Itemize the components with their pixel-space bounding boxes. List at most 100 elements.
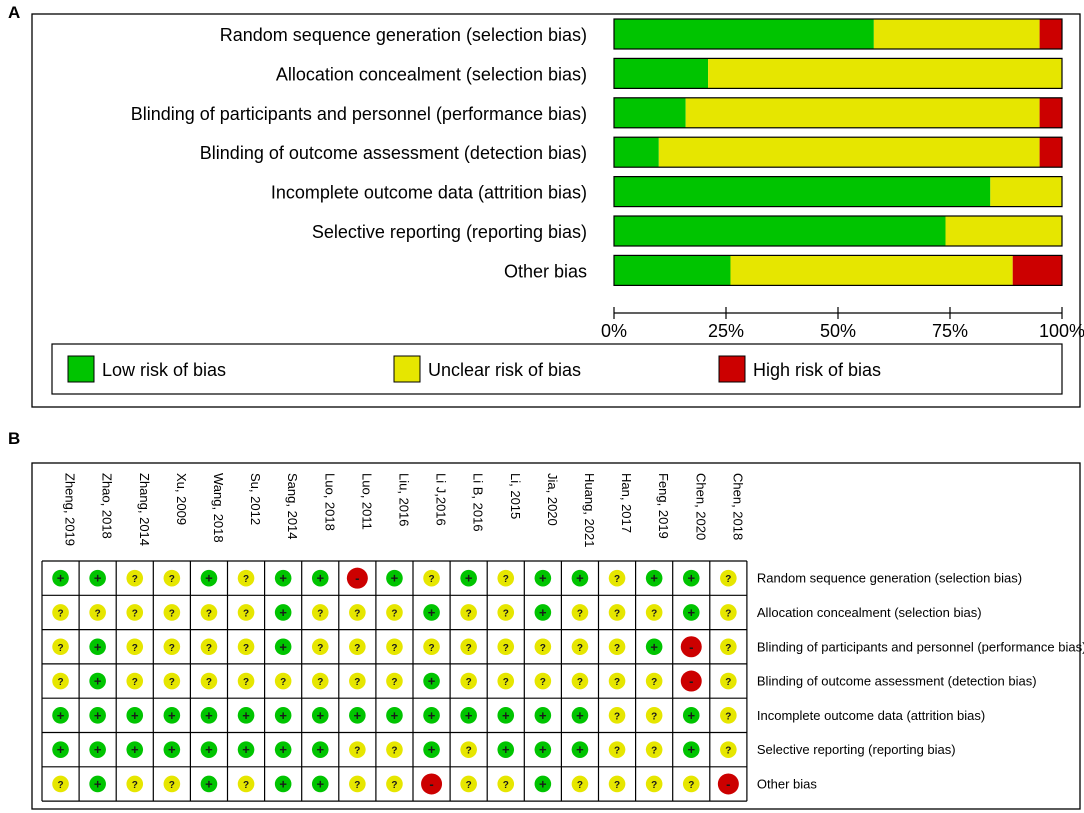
judgement-symbol: + — [316, 742, 324, 757]
low-risk-icon — [52, 569, 69, 587]
judgement-symbol: ? — [466, 677, 472, 688]
unclear-risk-icon — [645, 707, 663, 724]
unclear-risk-icon — [52, 775, 69, 793]
bar-segment-high — [1039, 19, 1062, 49]
judgement-symbol: + — [650, 639, 658, 654]
category-label: Random sequence generation (selection bi… — [220, 25, 587, 45]
unclear-risk-icon — [52, 638, 69, 656]
bar-segment-low — [614, 216, 946, 246]
judgement-symbol: ? — [57, 608, 63, 619]
low-risk-icon — [571, 741, 589, 758]
judgement-symbol: + — [94, 742, 102, 757]
unclear-risk-icon — [423, 638, 440, 656]
unclear-risk-icon — [571, 638, 589, 656]
judgement-symbol: + — [168, 742, 176, 757]
judgement-symbol: - — [355, 571, 359, 586]
judgement-symbol: ? — [354, 746, 360, 757]
study-label-li-b-2016: Li B, 2016 — [471, 473, 486, 532]
judgement-symbol: + — [94, 571, 102, 586]
low-risk-icon — [311, 569, 329, 587]
low-risk-icon — [645, 638, 663, 656]
judgement-symbol: ? — [132, 608, 138, 619]
judgement-symbol: + — [57, 742, 65, 757]
unclear-risk-icon — [534, 672, 552, 690]
judgement-symbol: + — [242, 742, 250, 757]
judgement-grid: Zheng, 2019 Zhao, 2018 Zhang, 2014 Xu, 2009… — [41, 473, 1084, 802]
judgement-symbol: ? — [95, 608, 101, 619]
judgement-symbol: + — [539, 571, 547, 586]
unclear-risk-icon — [645, 775, 663, 793]
unclear-risk-icon — [89, 604, 106, 621]
study-label-li-j-2016: Li J,2016 — [434, 473, 449, 526]
low-risk-icon — [200, 569, 218, 587]
x-axis: 0% 25% 50% 75% 100% — [601, 307, 1084, 341]
unclear-risk-icon — [349, 672, 366, 690]
study-label-zheng-2019: Zheng, 2019 — [63, 473, 78, 546]
low-risk-icon — [89, 638, 106, 656]
unclear-risk-icon — [163, 775, 181, 793]
high-risk-icon — [680, 636, 702, 658]
unclear-risk-icon — [126, 672, 144, 690]
category-label: Selective reporting (reporting bias) — [312, 222, 587, 242]
x-tick-label: 100% — [1039, 321, 1084, 341]
judgement-symbol: + — [502, 742, 510, 757]
judgement-symbol: ? — [651, 780, 657, 791]
unclear-risk-icon — [274, 672, 292, 690]
low-risk-icon — [89, 741, 106, 758]
judgement-symbol: + — [279, 571, 287, 586]
low-risk-icon — [534, 604, 552, 621]
unclear-risk-icon — [497, 672, 515, 690]
unclear-risk-icon — [423, 569, 440, 587]
x-tick-label: 75% — [932, 321, 968, 341]
judgement-symbol: ? — [651, 746, 657, 757]
judgement-symbol: + — [205, 708, 213, 723]
low-risk-icon — [645, 569, 663, 587]
unclear-risk-icon — [311, 638, 329, 656]
low-risk-icon — [274, 741, 292, 758]
study-label-xu-2009: Xu, 2009 — [174, 473, 189, 525]
bar-segment-low — [614, 137, 659, 168]
judgement-symbol: ? — [725, 608, 731, 619]
judgement-symbol: ? — [540, 677, 546, 688]
low-risk-icon — [682, 741, 700, 758]
judgement-symbol: ? — [577, 677, 583, 688]
judgement-symbol: ? — [132, 574, 138, 585]
bar-segment-unclear — [708, 58, 1062, 89]
judgement-symbol: ? — [725, 643, 731, 654]
bar-outline — [613, 136, 1063, 168]
judgement-symbol: + — [205, 776, 213, 791]
high-risk-icon — [346, 567, 368, 589]
judgement-symbol: ? — [503, 780, 509, 791]
judgement-symbol: ? — [466, 643, 472, 654]
judgement-symbol: + — [465, 571, 473, 586]
unclear-risk-icon — [460, 741, 477, 758]
judgement-symbol: + — [428, 605, 436, 620]
category-label: Allocation concealment (selection bias) — [276, 64, 587, 84]
low-risk-icon — [682, 569, 700, 587]
low-risk-icon — [682, 707, 700, 724]
bar-segment-unclear — [873, 19, 1040, 49]
judgement-symbol: + — [131, 708, 139, 723]
unclear-risk-icon — [237, 638, 255, 656]
low-risk-icon — [200, 775, 218, 793]
judgement-symbol: + — [539, 708, 547, 723]
low-risk-icon — [237, 707, 255, 724]
study-label-feng-2019: Feng, 2019 — [656, 473, 671, 539]
unclear-risk-icon — [720, 672, 737, 690]
unclear-risk-icon — [720, 604, 737, 621]
judgement-symbol: + — [94, 776, 102, 791]
bar-segment-unclear — [685, 97, 1040, 128]
judgement-symbol: ? — [317, 643, 323, 654]
study-label-han-2017: Han, 2017 — [619, 473, 634, 533]
legend-swatch-low — [67, 355, 95, 383]
judgement-symbol: ? — [503, 574, 509, 585]
unclear-risk-icon — [52, 672, 69, 690]
low-risk-icon — [311, 741, 329, 758]
unclear-risk-icon — [534, 638, 552, 656]
low-risk-icon — [423, 604, 440, 621]
judgement-symbol: + — [576, 571, 584, 586]
bar-segment-low — [614, 97, 686, 128]
unclear-risk-icon — [163, 672, 181, 690]
judgement-symbol: ? — [725, 677, 731, 688]
judgement-symbol: ? — [354, 608, 360, 619]
